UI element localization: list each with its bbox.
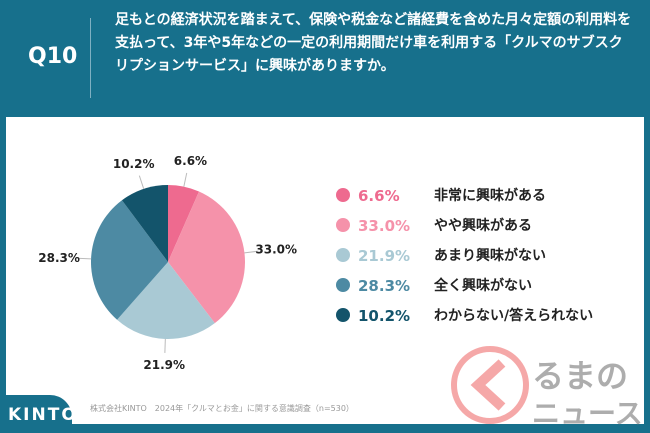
legend-label: 全く興味がない (433, 277, 532, 294)
data-label: 10.2% (113, 157, 155, 171)
legend-label: あまり興味がない (434, 247, 546, 264)
data-label: 28.3% (38, 251, 80, 265)
data-label: 33.0% (255, 243, 297, 257)
data-label: 21.9% (143, 358, 185, 372)
pie-slice (121, 185, 168, 262)
svg-text:るまの: るまの (532, 357, 628, 395)
legend-label: わからない/答えられない (434, 307, 593, 324)
leader-line (77, 257, 92, 260)
legend-swatch (336, 188, 350, 202)
question-number: Q10 (28, 44, 78, 69)
legend-value: 28.3% (358, 277, 410, 295)
legend-value: 6.6% (358, 187, 400, 205)
legend-value: 21.9% (358, 247, 410, 265)
leader-line (244, 250, 259, 254)
pie-slice (168, 185, 200, 262)
legend-swatch (336, 248, 350, 262)
kinto-logo: KINTO (0, 395, 76, 433)
data-label: 6.6% (174, 154, 207, 168)
legend-value: 10.2% (358, 307, 410, 325)
leader-line (183, 172, 188, 187)
legend-label: やや興味がある (434, 217, 532, 234)
pie-slice (91, 200, 168, 320)
pie-slice (117, 262, 215, 339)
source-note: 株式会社KINTO 2024年「クルマとお金」に関する意識調査（n=530） (90, 404, 354, 413)
legend-swatch (336, 278, 350, 292)
divider (90, 18, 91, 98)
legend-value: 33.0% (358, 217, 410, 235)
legend-swatch (336, 308, 350, 322)
question-text: 足もとの経済状況を踏まえて、保険や税金など諸経費を含めた月々定額の利用料を支払っ… (115, 12, 632, 74)
legend-swatch (336, 218, 350, 232)
watermark-logo: るまの ニュース (451, 346, 643, 430)
pie-chart: 6.6% 6.6% 非常に興味がある 33.0% 33.0% やや興味がある 21.9% 21… (38, 154, 593, 372)
chart-panel: 6.6% 6.6% 非常に興味がある 33.0% 33.0% やや興味がある 21.9% 21… (6, 117, 644, 424)
leader-line (138, 175, 145, 190)
pie-slice (168, 191, 246, 324)
svg-text:ニュース: ニュース (532, 397, 643, 430)
legend-label: 非常に興味がある (434, 187, 546, 204)
